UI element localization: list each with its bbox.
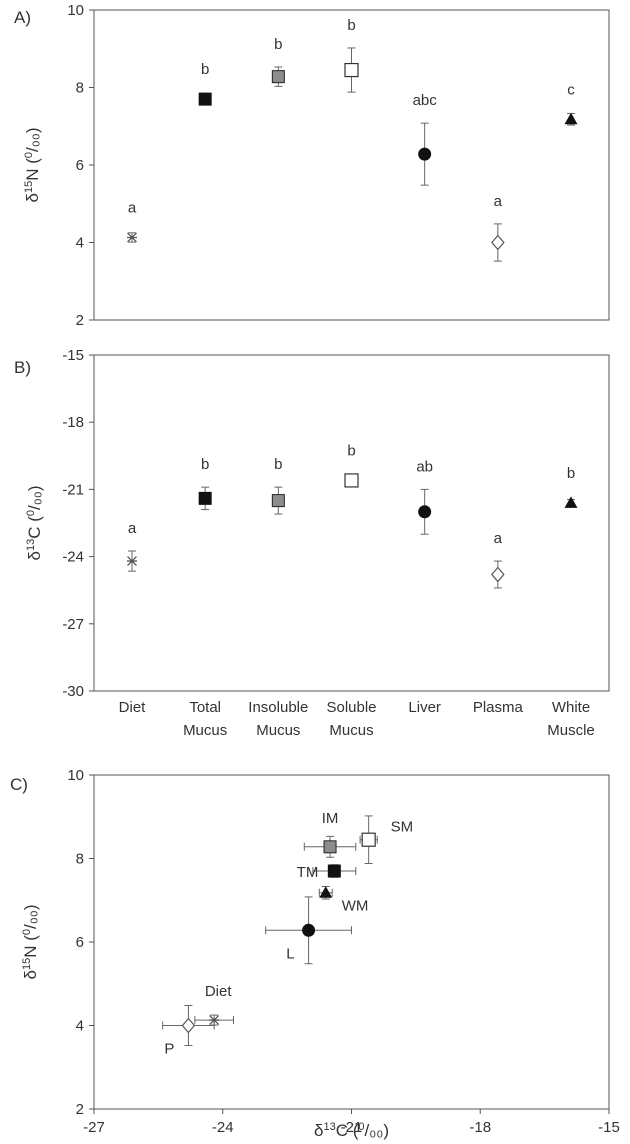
y-axis-title: δ13C (0/₀₀) xyxy=(25,485,44,560)
data-point xyxy=(181,1017,196,1034)
data-point xyxy=(418,147,432,161)
data-point xyxy=(198,92,212,106)
data-point xyxy=(127,232,137,243)
significance-label: b xyxy=(347,442,355,459)
data-point xyxy=(491,566,505,583)
y-tick-label: 10 xyxy=(67,767,84,784)
significance-label: b xyxy=(201,456,209,473)
data-point xyxy=(319,886,333,898)
category-label: Soluble Mucus xyxy=(326,699,376,739)
point-label: WM xyxy=(342,898,369,915)
panel-letter: A) xyxy=(14,8,31,27)
point-label: IM xyxy=(322,810,339,827)
category-label: Liver xyxy=(408,699,441,716)
data-point xyxy=(344,473,359,488)
y-tick-label: 4 xyxy=(76,1018,84,1035)
significance-label: a xyxy=(494,193,503,210)
plot-frame xyxy=(93,774,610,1110)
data-point xyxy=(323,840,337,854)
y-tick-label: -27 xyxy=(62,616,84,633)
category-label: Insoluble Mucus xyxy=(248,699,308,739)
y-tick-label: -30 xyxy=(62,683,84,700)
significance-label: b xyxy=(347,17,355,34)
significance-label: c xyxy=(567,81,575,98)
y-tick-label: 2 xyxy=(76,1101,84,1118)
point-label: L xyxy=(286,945,294,962)
y-axis-title: δ15N (0/₀₀) xyxy=(23,127,42,202)
y-tick-label: 6 xyxy=(76,157,84,174)
x-axis-title: δ13C (0/₀₀) xyxy=(314,1121,389,1140)
point-label: P xyxy=(164,1041,174,1058)
y-tick-label: -18 xyxy=(62,414,84,431)
significance-label: b xyxy=(274,36,282,53)
y-tick-label: 6 xyxy=(76,934,84,951)
x-tick-label: -21 xyxy=(341,1119,363,1136)
category-label: Diet xyxy=(119,699,147,716)
panel-a: A) 2 4 6 8 10 δ15N (0/₀₀) a b b b abc a c xyxy=(14,2,610,329)
category-label: White Muscle xyxy=(547,699,595,739)
y-tick-label: 8 xyxy=(76,851,84,868)
data-point xyxy=(361,832,376,847)
significance-label: b xyxy=(274,456,282,473)
data-point xyxy=(198,491,212,505)
x-tick-label: -18 xyxy=(469,1119,491,1136)
panel-c: C) 2 4 6 8 10 δ15N (0/₀₀) -27 -24 -21 -18 -15 δ13C (… xyxy=(10,767,620,1140)
significance-label: a xyxy=(128,520,137,537)
y-tick-label: -24 xyxy=(62,549,84,566)
y-axis-title: δ15N (0/₀₀) xyxy=(21,904,40,979)
category-label: Total Mucus xyxy=(183,699,227,739)
x-tick-label: -15 xyxy=(598,1119,620,1136)
significance-label: a xyxy=(494,530,503,547)
data-point xyxy=(491,234,505,251)
significance-label: a xyxy=(128,199,137,216)
plot-frame xyxy=(93,354,610,692)
data-point xyxy=(271,70,285,84)
significance-label: b xyxy=(567,465,575,482)
data-point xyxy=(564,112,578,125)
significance-label: b xyxy=(201,61,209,78)
significance-label: ab xyxy=(416,458,433,475)
data-point xyxy=(271,494,285,508)
data-point xyxy=(418,505,432,519)
y-tick-label: 10 xyxy=(67,2,84,19)
data-point xyxy=(327,864,341,878)
data-point xyxy=(127,556,137,567)
category-label: Plasma xyxy=(473,699,524,716)
y-tick-label: -15 xyxy=(62,347,84,364)
point-label: TM xyxy=(297,864,319,881)
y-tick-label: 4 xyxy=(76,235,84,252)
point-label: SM xyxy=(391,819,414,836)
y-tick-label: 8 xyxy=(76,80,84,97)
significance-label: abc xyxy=(413,92,438,109)
point-label: Diet xyxy=(205,983,233,1000)
data-point xyxy=(209,1015,220,1026)
x-tick-label: -24 xyxy=(212,1119,234,1136)
y-tick-label: 2 xyxy=(76,312,84,329)
panel-letter: C) xyxy=(10,775,28,794)
data-point xyxy=(344,62,359,78)
y-tick-label: -21 xyxy=(62,481,84,498)
x-tick-label: -27 xyxy=(83,1119,105,1136)
data-point xyxy=(564,496,578,508)
panel-letter: B) xyxy=(14,358,31,377)
data-point xyxy=(302,923,316,937)
